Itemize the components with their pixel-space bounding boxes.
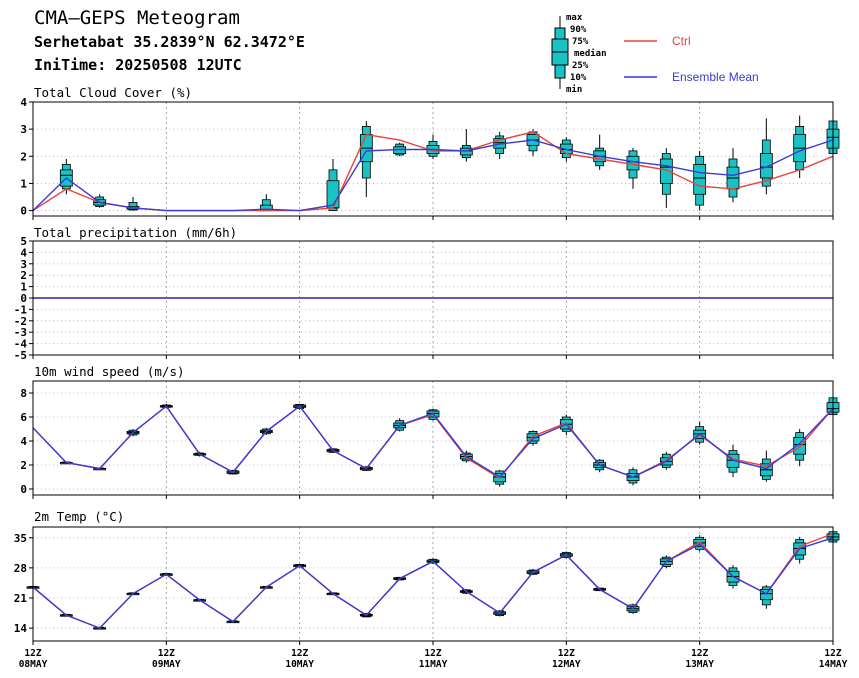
box-p25-p75 (793, 436, 807, 455)
x-tick-hour: 12Z (424, 648, 441, 659)
x-tick-hour: 12Z (291, 648, 308, 659)
x-tick-date: 11MAY (419, 659, 448, 670)
y-tick-label: 0 (20, 483, 27, 496)
panel-title: Total Cloud Cover (%) (34, 85, 192, 100)
legend-min: min (566, 84, 582, 95)
legend-ctrl-label: Ctrl (672, 34, 691, 48)
y-tick-label: 0 (20, 292, 27, 305)
y-tick-label: 5 (20, 235, 27, 248)
y-tick-label: 8 (20, 387, 27, 400)
y-tick-label: 3 (20, 258, 27, 271)
panel-0: Total Cloud Cover (%) 0 1 2 3 4 (20, 85, 840, 220)
box-plot (659, 148, 673, 208)
box-plot (793, 536, 807, 564)
series-mean-line (32, 139, 834, 212)
y-tick-label: 1 (20, 177, 27, 190)
box-plot (526, 430, 540, 446)
y-tick-label: 6 (20, 411, 27, 424)
panel-title: Total precipitation (mm/6h) (34, 225, 237, 240)
x-tick-hour: 12Z (24, 648, 41, 659)
y-tick-label: 4 (20, 96, 27, 109)
x-tick-hour: 12Z (824, 648, 841, 659)
box-plot (759, 118, 773, 195)
x-tick-date: 10MAY (285, 659, 314, 670)
panel-3: 2m Temp (°C) 14 21 28 35 (14, 509, 840, 645)
series-mean-line (32, 405, 834, 478)
y-tick-label: 3 (20, 123, 27, 136)
y-tick-label: 4 (20, 246, 27, 259)
legend: max 90% 75% median 25% 10% min Ctrl Ense… (551, 13, 759, 95)
box-plot (459, 129, 473, 162)
y-tick-label: -3 (14, 326, 27, 339)
panel-frame (32, 380, 834, 496)
panel-2: 10m wind speed (m/s) 0 2 4 6 8 (20, 364, 840, 499)
box-plot (626, 148, 640, 189)
y-tick-label: 28 (14, 562, 27, 575)
box-plot (793, 115, 807, 178)
y-tick-label: -1 (14, 303, 28, 316)
panel-1: Total precipitation (mm/6h) -5-4-3-2-1012… (14, 225, 834, 362)
y-tick-label: 2 (20, 150, 27, 163)
x-tick-date: 08MAY (19, 659, 48, 670)
panel-frame (32, 101, 834, 217)
y-tick-label: 35 (14, 532, 27, 545)
y-tick-label: 2 (20, 269, 27, 282)
legend-p10: 10% (570, 73, 587, 83)
x-tick-date: 09MAY (152, 659, 181, 670)
legend-p75: 75% (572, 37, 589, 47)
panel-title: 2m Temp (°C) (34, 509, 124, 524)
y-tick-label: -2 (14, 315, 27, 328)
legend-p25: 25% (572, 61, 589, 71)
location-label: Serhetabat 35.2839°N 62.3472°E (34, 33, 305, 51)
panel-title: 10m wind speed (m/s) (34, 364, 185, 379)
x-tick-hour: 12Z (691, 648, 708, 659)
box-plot (326, 159, 340, 211)
x-tick-date: 13MAY (685, 659, 714, 670)
series-mean-line (32, 537, 834, 629)
y-tick-label: 2 (20, 459, 27, 472)
y-tick-label: 0 (20, 205, 27, 218)
chart-title: CMA—GEPS Meteogram (34, 7, 240, 29)
y-tick-label: 4 (20, 435, 27, 448)
x-axis: 12Z08MAY12Z09MAY12Z10MAY12Z11MAY12Z12MAY… (19, 648, 848, 670)
x-tick-date: 14MAY (819, 659, 848, 670)
legend-max: max (566, 13, 583, 23)
box-p25-p75 (693, 164, 707, 195)
panel-frame (32, 240, 834, 356)
y-tick-label: -5 (14, 349, 27, 362)
x-tick-hour: 12Z (558, 648, 575, 659)
box-plot (693, 150, 707, 211)
panel-frame (32, 526, 834, 642)
box-plot (726, 148, 740, 203)
y-tick-label: -4 (14, 338, 28, 351)
box-plot (759, 585, 773, 609)
box-plot (593, 134, 607, 170)
box-plot (259, 194, 273, 212)
x-tick-date: 12MAY (552, 659, 581, 670)
legend-box-key: max 90% 75% median 25% 10% min (551, 13, 607, 95)
legend-mean-label: Ensemble Mean (672, 70, 759, 84)
box-plot (426, 134, 440, 159)
x-tick-hour: 12Z (158, 648, 175, 659)
legend-p90: 90% (570, 25, 587, 35)
box-p25-p75 (759, 153, 773, 179)
y-tick-label: 14 (14, 622, 28, 635)
init-time-label: IniTime: 20250508 12UTC (34, 56, 242, 74)
legend-median: median (574, 48, 607, 59)
box-p25-p75 (759, 588, 773, 601)
y-tick-label: 21 (14, 592, 28, 605)
y-tick-label: 1 (20, 281, 27, 294)
